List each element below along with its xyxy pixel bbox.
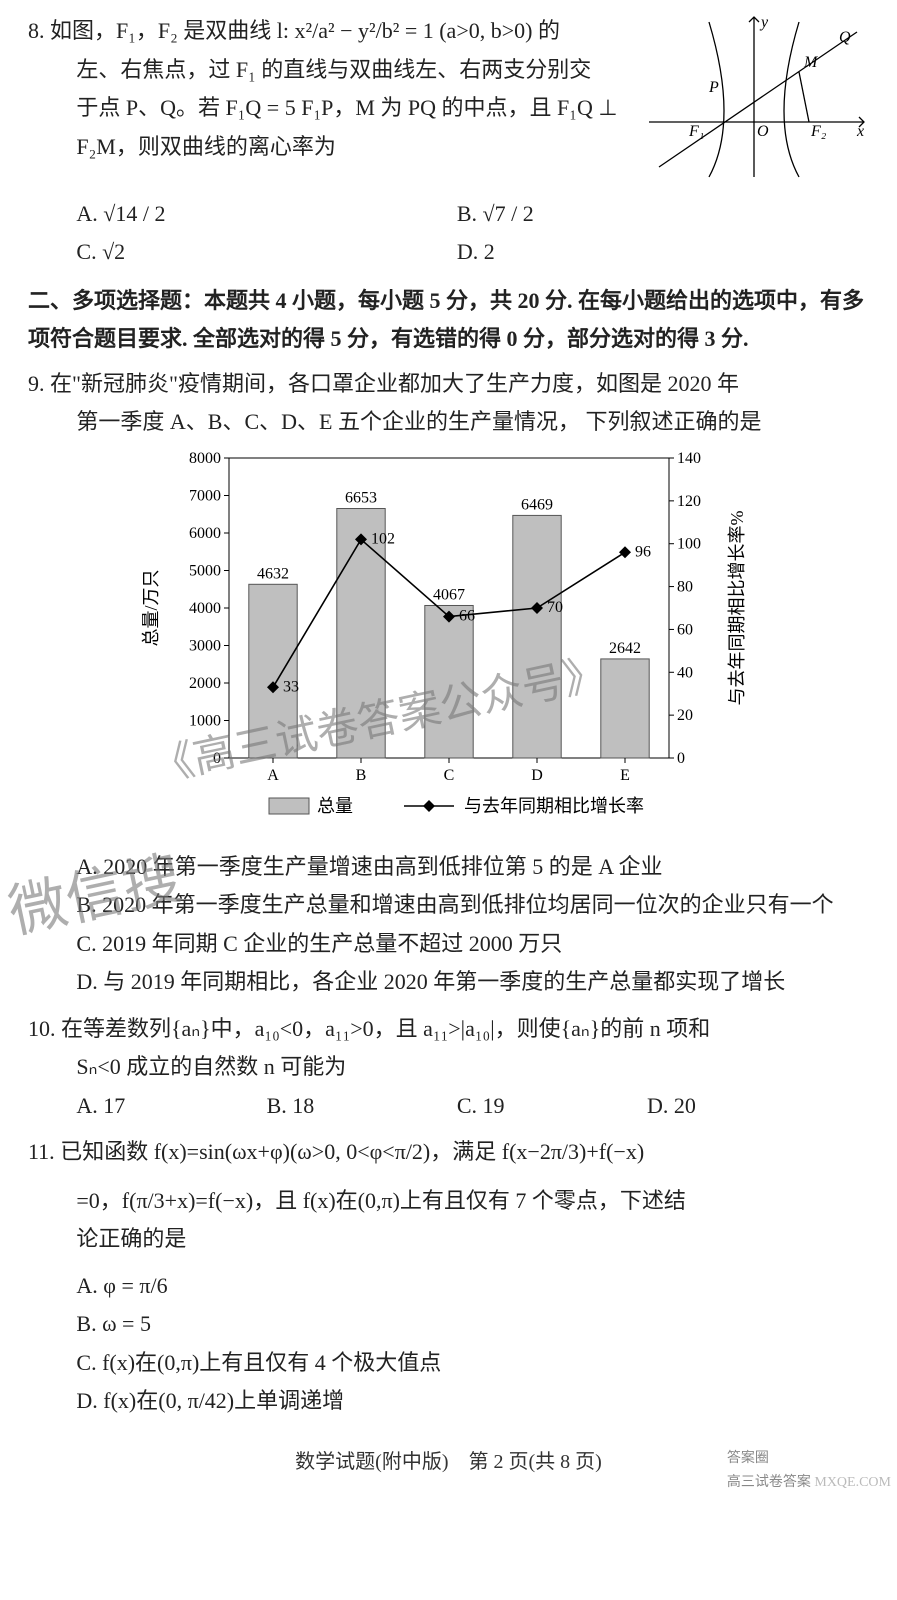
combo-chart: 0 1000 2000 3000 4000 5000 6000 7000 8000 0 20 40 60… bbox=[139, 448, 759, 838]
svg-text:6469: 6469 bbox=[521, 496, 553, 513]
q8-options: A. √14 / 2 B. √7 / 2 C. √2 D. 2 bbox=[28, 195, 869, 272]
svg-text:x: x bbox=[856, 123, 864, 140]
svg-text:120: 120 bbox=[677, 492, 701, 509]
svg-text:5000: 5000 bbox=[189, 562, 221, 579]
question-11: 11. 已知函数 f(x)=sin(ωx+φ)(ω>0, 0<φ<π/2)，满足… bbox=[28, 1133, 869, 1421]
svg-text:60: 60 bbox=[677, 621, 693, 638]
svg-text:0: 0 bbox=[677, 750, 685, 767]
svg-text:P: P bbox=[708, 79, 719, 96]
q10-line: 10. 在等差数列{aₙ}中，a₁₀<0，a₁₁>0，且 a₁₁>|a₁₀|，则… bbox=[28, 1010, 869, 1049]
svg-text:0: 0 bbox=[213, 750, 221, 767]
svg-text:D: D bbox=[531, 767, 543, 784]
svg-text:y: y bbox=[759, 14, 769, 31]
svg-text:与去年同期相比增长率%: 与去年同期相比增长率% bbox=[727, 510, 747, 705]
svg-text:O: O bbox=[757, 123, 769, 140]
q11-num: 11. bbox=[28, 1139, 55, 1164]
q11-opt-a: A. φ = π/6 bbox=[28, 1267, 869, 1306]
svg-text:6653: 6653 bbox=[345, 489, 377, 506]
svg-text:33: 33 bbox=[283, 678, 299, 695]
svg-text:102: 102 bbox=[371, 530, 395, 547]
q10-opt-b: B. 18 bbox=[267, 1087, 457, 1126]
svg-text:B: B bbox=[355, 767, 366, 784]
svg-text:96: 96 bbox=[635, 543, 651, 560]
svg-text:1000: 1000 bbox=[189, 712, 221, 729]
svg-text:40: 40 bbox=[677, 664, 693, 681]
question-10: 10. 在等差数列{aₙ}中，a₁₀<0，a₁₁>0，且 a₁₁>|a₁₀|，则… bbox=[28, 1010, 869, 1126]
svg-text:20: 20 bbox=[677, 707, 693, 724]
q8-line: F₂M，则双曲线的离心率为 bbox=[28, 128, 639, 167]
q10-options: A. 17 B. 18 C. 19 D. 20 bbox=[28, 1087, 869, 1126]
svg-text:F₁: F₁ bbox=[688, 123, 704, 140]
svg-text:M: M bbox=[803, 54, 819, 71]
svg-text:E: E bbox=[620, 767, 630, 784]
svg-text:总量/万只: 总量/万只 bbox=[141, 569, 161, 646]
q9-opt-b: B. 2020 年第一季度生产总量和增速由高到低排位均居同一位次的企业只有一个 bbox=[28, 886, 869, 925]
q11-line: 11. 已知函数 f(x)=sin(ωx+φ)(ω>0, 0<φ<π/2)，满足… bbox=[28, 1133, 869, 1172]
svg-text:70: 70 bbox=[547, 599, 563, 616]
svg-text:8000: 8000 bbox=[189, 450, 221, 467]
svg-text:80: 80 bbox=[677, 578, 693, 595]
q11-line: =0，f(π/3+x)=f(−x)，且 f(x)在(0,π)上有且仅有 7 个零… bbox=[28, 1182, 869, 1221]
q10-num: 10. bbox=[28, 1016, 56, 1041]
svg-text:100: 100 bbox=[677, 535, 701, 552]
hyperbola-diagram: y x O F₁ F₂ P Q M bbox=[639, 12, 869, 195]
svg-text:2000: 2000 bbox=[189, 675, 221, 692]
q8-opt-c: C. √2 bbox=[76, 233, 456, 272]
q8-opt-a: A. √14 / 2 bbox=[76, 195, 456, 234]
q11-opt-d: D. f(x)在(0, π/42)上单调递增 bbox=[28, 1382, 869, 1421]
svg-text:4067: 4067 bbox=[433, 586, 465, 603]
svg-text:与去年同期相比增长率: 与去年同期相比增长率 bbox=[464, 796, 644, 816]
svg-text:F₂: F₂ bbox=[810, 123, 827, 140]
svg-text:A: A bbox=[267, 767, 279, 784]
q10-opt-c: C. 19 bbox=[457, 1087, 647, 1126]
q9-line: 第一季度 A、B、C、D、E 五个企业的生产量情况， 下列叙述正确的是 bbox=[28, 403, 869, 442]
q8-line: 左、右焦点，过 F₁ 的直线与双曲线左、右两支分别交 bbox=[28, 51, 639, 90]
q8-opt-b: B. √7 / 2 bbox=[457, 195, 837, 234]
question-8: 8. 如图，F₁，F₂ 是双曲线 l: x²/a² − y²/b² = 1 (a… bbox=[28, 12, 869, 272]
svg-text:C: C bbox=[443, 767, 454, 784]
q9-opt-a: A. 2020 年第一季度生产量增速由高到低排位第 5 的是 A 企业 bbox=[28, 848, 869, 887]
q9-opt-d: D. 与 2019 年同期相比，各企业 2020 年第一季度的生产总量都实现了增… bbox=[28, 963, 869, 1002]
q8-line: 于点 P、Q。若 F₁Q = 5 F₁P，M 为 PQ 的中点，且 F₁Q ⊥ bbox=[28, 89, 639, 128]
svg-text:66: 66 bbox=[459, 607, 475, 624]
q11-line: 论正确的是 bbox=[28, 1220, 869, 1259]
q10-line: Sₙ<0 成立的自然数 n 可能为 bbox=[28, 1048, 869, 1087]
q11-opt-b: B. ω = 5 bbox=[28, 1305, 869, 1344]
q8-line: 8. 如图，F₁，F₂ 是双曲线 l: x²/a² − y²/b² = 1 (a… bbox=[28, 12, 639, 51]
q9-chart: 0 1000 2000 3000 4000 5000 6000 7000 8000 0 20 40 60… bbox=[28, 448, 869, 838]
svg-text:6000: 6000 bbox=[189, 525, 221, 542]
svg-text:4000: 4000 bbox=[189, 600, 221, 617]
q9-num: 9. bbox=[28, 371, 45, 396]
svg-text:3000: 3000 bbox=[189, 637, 221, 654]
corner-watermark: 答案圈 高三试卷答案 MXQE.COM bbox=[727, 1447, 891, 1496]
q10-opt-a: A. 17 bbox=[76, 1087, 266, 1126]
q9-line: 9. 在"新冠肺炎"疫情期间，各口罩企业都加大了生产力度，如图是 2020 年 bbox=[28, 365, 869, 404]
question-9: 9. 在"新冠肺炎"疫情期间，各口罩企业都加大了生产力度，如图是 2020 年 … bbox=[28, 365, 869, 1002]
section-2-heading: 二、多项选择题：本题共 4 小题，每小题 5 分，共 20 分. 在每小题给出的… bbox=[28, 282, 869, 359]
svg-text:4632: 4632 bbox=[257, 565, 289, 582]
q8-opt-d: D. 2 bbox=[457, 233, 837, 272]
svg-text:总量: 总量 bbox=[317, 796, 353, 816]
q9-opt-c: C. 2019 年同期 C 企业的生产总量不超过 2000 万只 bbox=[28, 925, 869, 964]
q8-num: 8. bbox=[28, 18, 45, 43]
q11-opt-c: C. f(x)在(0,π)上有且仅有 4 个极大值点 bbox=[28, 1344, 869, 1383]
svg-text:7000: 7000 bbox=[189, 487, 221, 504]
q10-opt-d: D. 20 bbox=[647, 1087, 837, 1126]
svg-text:2642: 2642 bbox=[609, 639, 641, 656]
svg-text:140: 140 bbox=[677, 450, 701, 467]
svg-text:Q: Q bbox=[839, 29, 851, 46]
